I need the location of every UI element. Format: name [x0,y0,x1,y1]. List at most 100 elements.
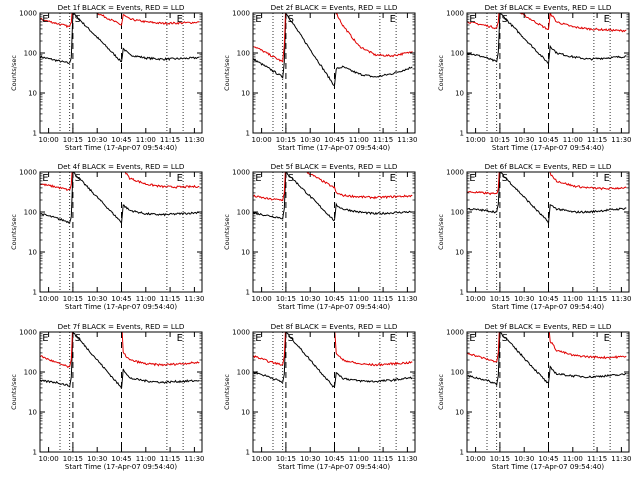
x-tick-label: 10:15 [276,295,296,303]
x-tick-label: 10:45 [538,136,558,144]
x-tick-label: 10:00 [39,136,59,144]
x-tick-label: 11:30 [184,455,204,463]
x-tick-label: 10:30 [514,136,534,144]
y-tick-label: 1 [33,130,37,138]
series-line-lld [467,332,627,363]
series-line-events [40,13,200,65]
x-tick-label: 11:00 [563,455,583,463]
y-tick-label: 10 [455,90,464,98]
marker-letter-e: E [42,333,48,344]
panel-5: Det 5f BLACK = Events, RED = LLD 1 10 100 10… [223,162,417,311]
y-tick-label: 1000 [446,329,464,337]
x-tick-label: 10:45 [324,295,344,303]
x-tick-label: 11:00 [136,295,156,303]
marker-letter-e: E [469,14,475,25]
x-axis-label: Start Time (17-Apr-07 09:54:40) [278,463,390,471]
x-tick-label: 10:45 [111,136,131,144]
y-tick-label: 1000 [232,10,250,18]
y-tick-label: 1 [33,289,37,297]
x-tick-label: 10:45 [324,136,344,144]
series-line-lld [40,172,200,191]
x-tick-label: 11:00 [349,455,369,463]
marker-letter-s: S [288,333,294,344]
x-tick-label: 10:00 [252,136,272,144]
x-tick-label: 10:15 [490,136,510,144]
marker-letter-e: E [42,173,48,184]
series-line-lld [253,332,413,367]
panel-title: Det 3f BLACK = Events, RED = LLD [485,3,612,12]
panel-9: Det 9f BLACK = Events, RED = LLD 1 10 100 10… [437,322,631,471]
panel-6: Det 6f BLACK = Events, RED = LLD 1 10 100 10… [437,162,631,311]
y-axis-label: Counts/sec [223,55,231,91]
x-tick-label: 10:30 [87,136,107,144]
y-tick-label: 1000 [232,329,250,337]
marker-letter-e: E [255,333,261,344]
marker-letter-e: E [42,14,48,25]
marker-letter-e: E [604,173,610,184]
series-line-lld [253,172,413,202]
panel-7: Det 7f BLACK = Events, RED = LLD 1 10 100 10… [10,322,204,471]
x-tick-label: 10:45 [324,455,344,463]
x-tick-label: 10:30 [87,295,107,303]
x-tick-label: 11:15 [587,136,607,144]
series-line-events [253,172,413,222]
marker-letter-e: E [177,333,183,344]
x-tick-label: 11:30 [611,295,631,303]
y-axis-label: Counts/sec [223,214,231,250]
panel-2: Det 2f BLACK = Events, RED = LLD 1 10 100 10… [223,3,417,152]
y-tick-label: 1 [460,449,464,457]
panel-title: Det 8f BLACK = Events, RED = LLD [271,322,398,331]
series-line-lld [253,13,413,63]
x-tick-label: 10:15 [490,455,510,463]
y-tick-label: 10 [241,249,250,257]
panel-title: Det 9f BLACK = Events, RED = LLD [485,322,612,331]
y-tick-label: 1 [460,130,464,138]
y-tick-label: 1000 [19,329,37,337]
series-line-lld [467,172,627,196]
y-axis-label: Counts/sec [437,55,445,91]
y-tick-label: 10 [241,90,250,98]
x-tick-label: 11:00 [349,136,369,144]
x-tick-label: 10:15 [63,455,83,463]
y-tick-label: 100 [24,209,37,217]
marker-letter-e: E [390,333,396,344]
x-tick-label: 11:30 [611,136,631,144]
y-tick-label: 100 [237,209,250,217]
x-tick-label: 10:15 [276,455,296,463]
marker-letter-e: E [469,333,475,344]
panel-4: Det 4f BLACK = Events, RED = LLD 1 10 100 10… [10,162,204,311]
x-tick-label: 10:45 [538,455,558,463]
marker-letter-s: S [75,14,81,25]
x-axis-label: Start Time (17-Apr-07 09:54:40) [278,303,390,311]
y-tick-label: 10 [28,409,37,417]
x-tick-label: 10:15 [276,136,296,144]
panel-title: Det 1f BLACK = Events, RED = LLD [58,3,185,12]
series-line-events [40,332,200,389]
y-axis-label: Counts/sec [10,374,18,410]
y-axis-label: Counts/sec [10,214,18,250]
y-tick-label: 100 [451,50,464,58]
marker-letter-e: E [390,14,396,25]
x-tick-label: 11:15 [587,295,607,303]
x-tick-label: 10:15 [63,136,83,144]
x-tick-label: 10:30 [300,136,320,144]
x-axis-label: Start Time (17-Apr-07 09:54:40) [492,144,604,152]
marker-letter-e: E [177,173,183,184]
y-tick-label: 1 [33,449,37,457]
x-tick-label: 10:00 [39,295,59,303]
y-tick-label: 100 [237,369,250,377]
x-tick-label: 10:15 [63,295,83,303]
y-tick-label: 1000 [19,169,37,177]
marker-letter-s: S [502,173,508,184]
marker-letter-e: E [604,333,610,344]
y-tick-label: 1 [246,289,250,297]
x-axis-label: Start Time (17-Apr-07 09:54:40) [65,463,177,471]
x-tick-label: 11:15 [587,455,607,463]
panel-8: Det 8f BLACK = Events, RED = LLD 1 10 100 10… [223,322,417,471]
x-tick-label: 10:30 [300,295,320,303]
x-axis-label: Start Time (17-Apr-07 09:54:40) [65,144,177,152]
x-tick-label: 10:00 [252,295,272,303]
marker-letter-e: E [255,173,261,184]
series-line-events [467,332,627,387]
marker-letter-e: E [177,14,183,25]
